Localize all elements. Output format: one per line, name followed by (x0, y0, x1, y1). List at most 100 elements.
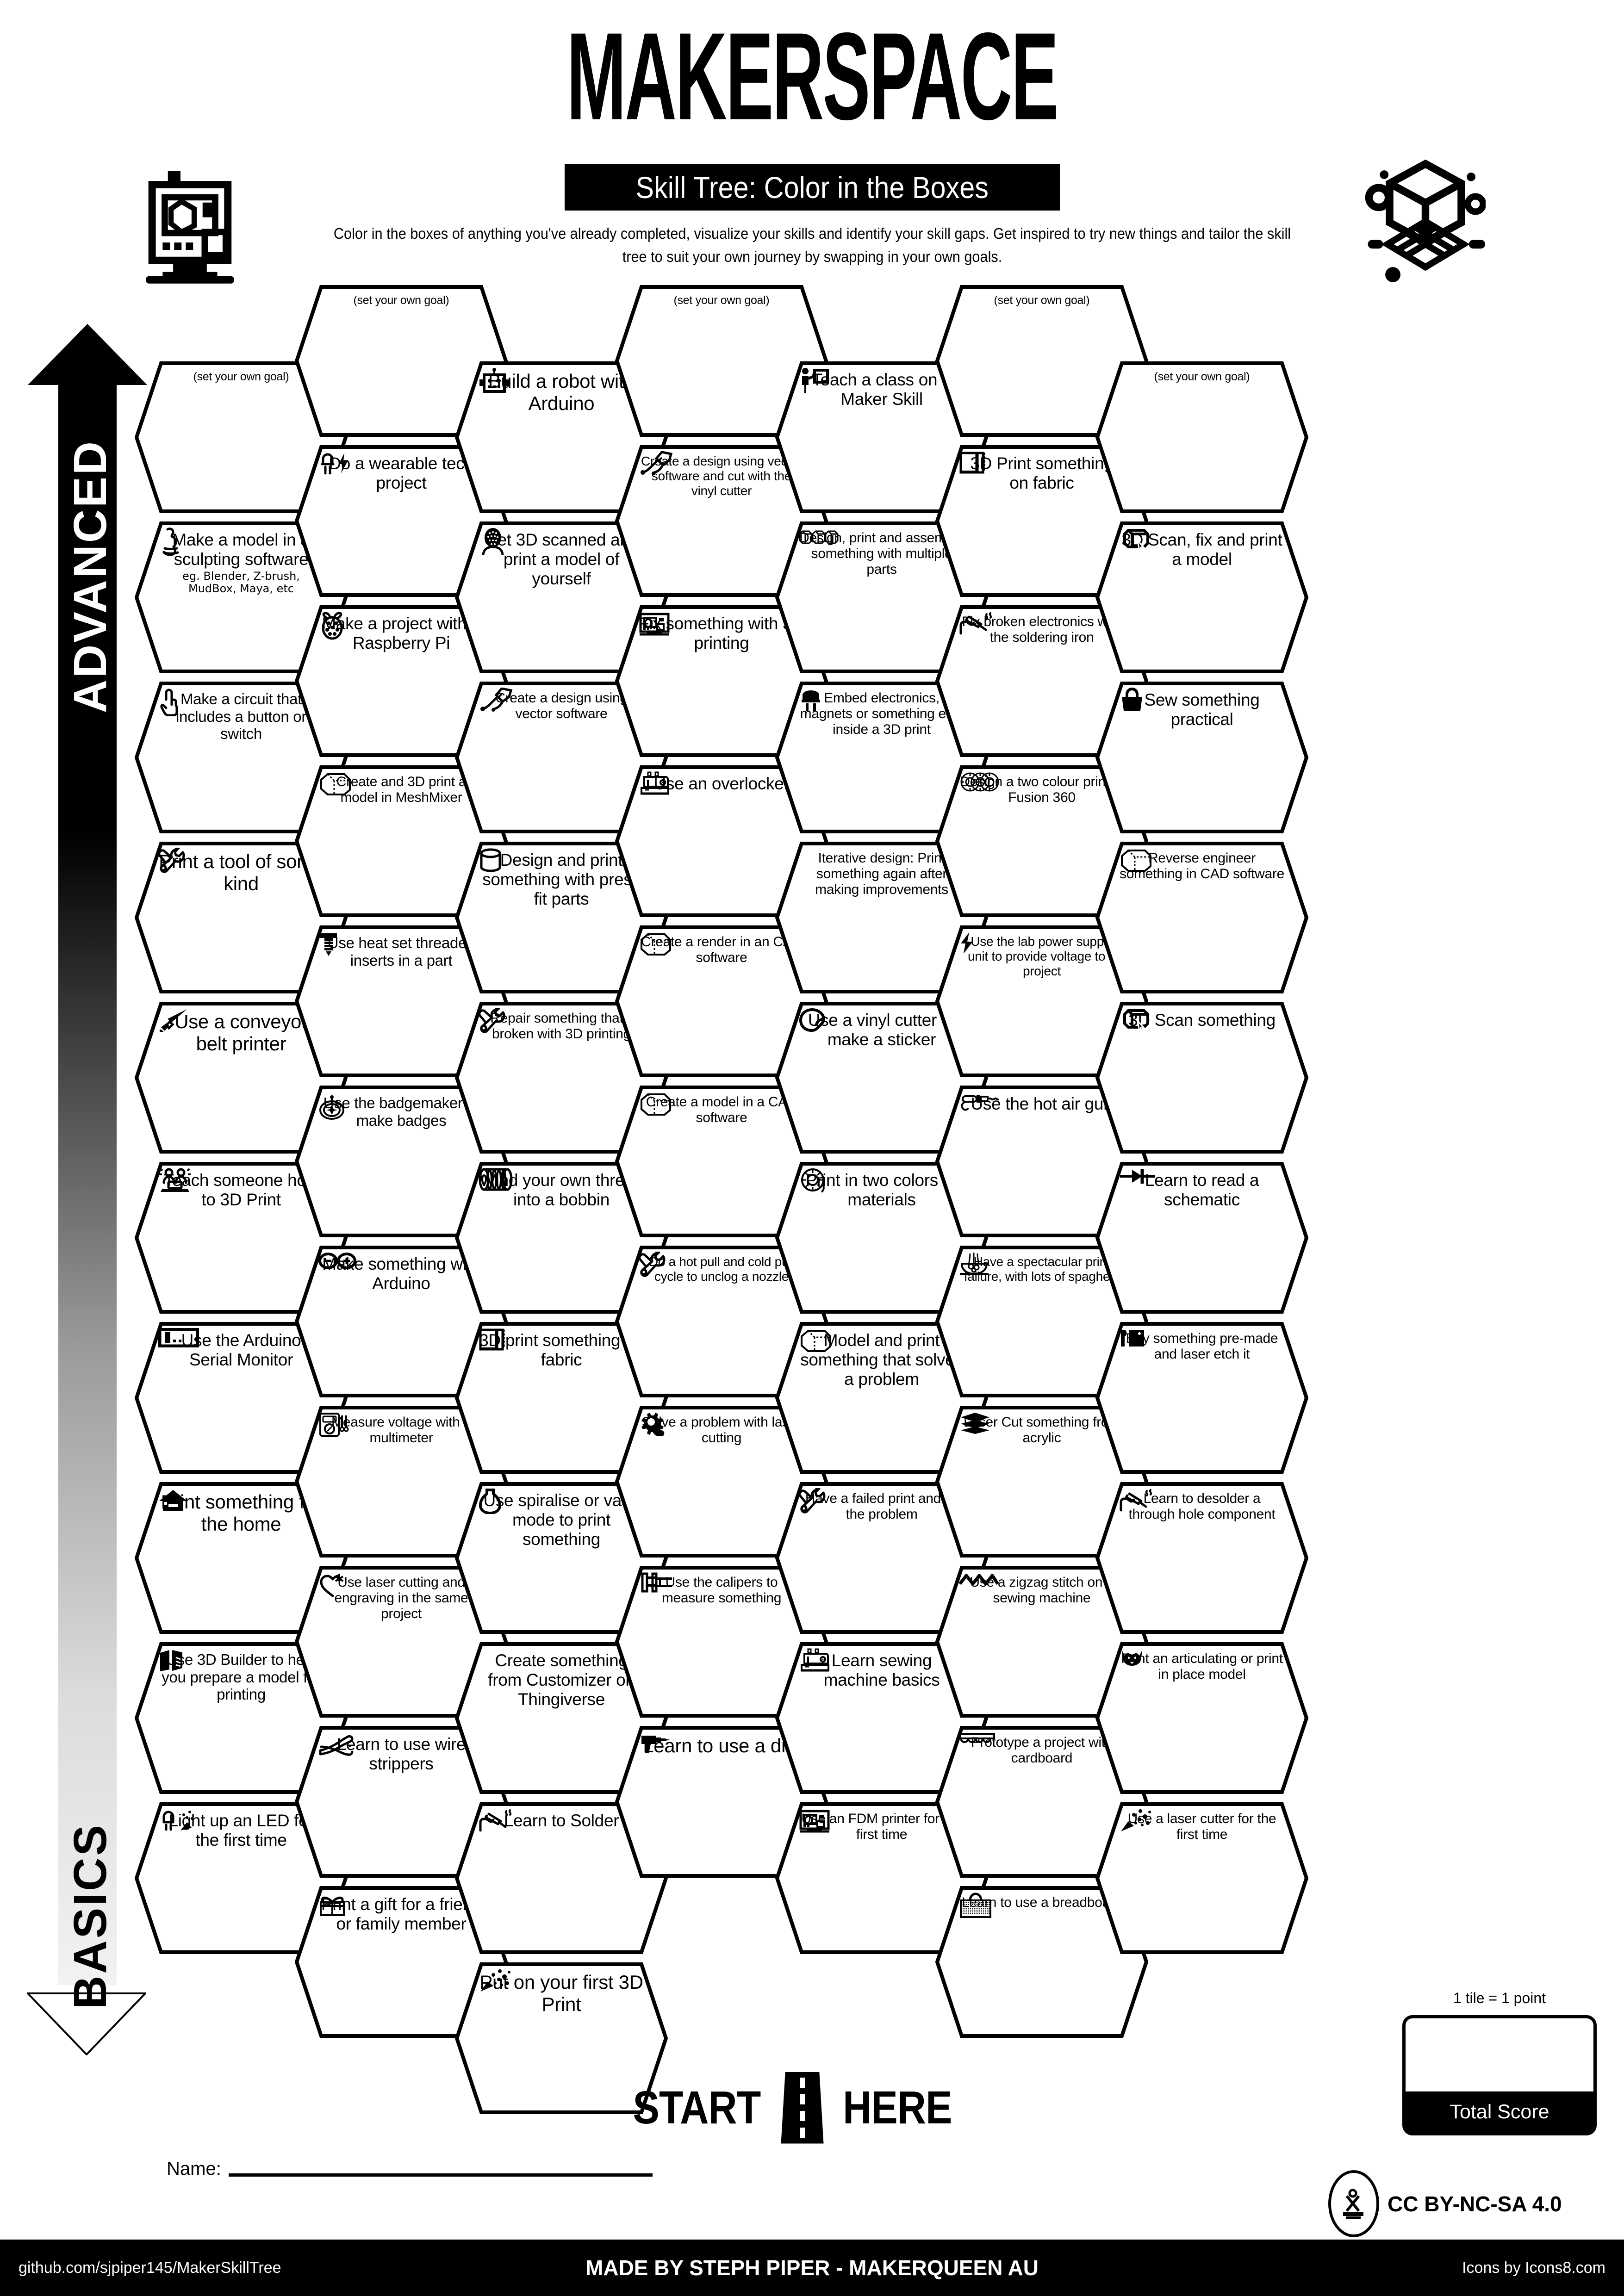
skill-tile-content: 3D print something on fabric (479, 1328, 644, 1468)
footer-repo-link[interactable]: github.com/sjpiper145/MakerSkillTree (19, 2259, 281, 2277)
skill-tile[interactable]: Print an articulating or print in place … (1095, 1642, 1309, 1794)
skill-tile-label: Measure voltage with a multimeter (331, 1415, 471, 1446)
skill-tile-content: Design and print something with press fi… (479, 848, 644, 987)
skill-tile-label: Have a failed print and fix the problem (805, 1491, 958, 1522)
skill-tile-content: Measure voltage with a multimeter (318, 1412, 484, 1551)
skill-tile[interactable]: Light up an LED for the first time (134, 1802, 348, 1955)
footer-icons-credit[interactable]: Icons by Icons8.com (1462, 2259, 1605, 2277)
skill-tile-content: Light up an LED for the first time (158, 1808, 324, 1948)
skill-tile[interactable]: Use laser cutting and engraving in the s… (294, 1565, 508, 1718)
skill-tile[interactable]: Laser Cut something from acrylic (935, 1405, 1149, 1558)
skill-tile-content: (set your own goal) (959, 291, 1125, 431)
skill-tile-label: Learn to desolder a through hole compone… (1128, 1491, 1276, 1522)
skill-tile-label: Have a spectacular print failure, with l… (964, 1254, 1120, 1284)
skill-tile[interactable]: (set your own goal) (1095, 361, 1309, 514)
skill-tile[interactable]: Iterative design: Print something again … (775, 841, 989, 994)
skill-tile-label: (set your own goal) (193, 370, 289, 383)
skill-tile[interactable]: Use heat set threaded inserts in a part (294, 925, 508, 1078)
skill-tile-label: Print something for the home (161, 1491, 322, 1535)
skill-tile[interactable]: Design and print something with press fi… (454, 841, 668, 994)
skill-tile-content: Do a hot pull and cold pull cycle to unc… (639, 1252, 804, 1391)
total-score-fill: Total Score (1406, 2091, 1593, 2132)
skill-tile[interactable]: (set your own goal) (134, 361, 348, 514)
skill-tile-content: Model and print something that solves a … (799, 1328, 964, 1468)
name-field[interactable]: Name: (167, 2147, 653, 2179)
skill-tile-content: Create a render in an CAD software (639, 931, 804, 1071)
skill-tile[interactable]: Design a two colour print in Fusion 360 (935, 765, 1149, 918)
skill-tile-label: Fix broken electronics with the solderin… (962, 614, 1122, 645)
skill-tile-label: Use heat set threaded inserts in a part (327, 934, 475, 969)
skill-tile[interactable]: Learn to read a schematic (1095, 1161, 1309, 1314)
skill-tile-label: Get 3D scanned and print a model of your… (484, 530, 639, 589)
arrow-down-icon (27, 1992, 146, 2055)
skill-tile[interactable]: Sew something practical (1095, 681, 1309, 834)
skill-tile[interactable]: Buy something pre-made and laser etch it (1095, 1322, 1309, 1474)
skill-tile[interactable]: Build a robot with Arduino (454, 361, 668, 514)
skill-tile-content: Embed electronics, magnets or something … (799, 688, 964, 827)
skill-tile[interactable]: Use a conveyor belt printer (134, 1001, 348, 1154)
skill-tile[interactable]: Fix broken electronics with the solderin… (935, 605, 1149, 757)
skill-tile[interactable]: Use an overlocker (615, 765, 828, 918)
skill-tile-content: Learn to use a breadboard (959, 1892, 1125, 2032)
skill-tile-content: Use a zigzag stitch on a sewing machine (959, 1572, 1125, 1712)
skill-tile-label: Use a vinyl cutter to make a sticker (808, 1011, 956, 1049)
skill-tile-label: Make a circuit that includes a button or… (175, 690, 307, 743)
skill-tile[interactable]: Teach a class on a Maker Skill (775, 361, 989, 514)
skill-tile-label: (set your own goal) (353, 294, 449, 307)
skill-tile-label: Make something with Arduino (322, 1254, 480, 1293)
skill-tile-label: Print an articulating or print in place … (1121, 1651, 1283, 1682)
skill-tile-content: Laser Cut something from acrylic (959, 1412, 1125, 1551)
skill-tile[interactable]: Print something for the home (134, 1482, 348, 1634)
name-label: Name: (167, 2159, 221, 2179)
skill-tile-content: Create and 3D print a model in MeshMixer (318, 771, 484, 911)
skill-tile-label: Sew something practical (1144, 690, 1260, 729)
skill-tile[interactable]: (set your own goal) (294, 285, 508, 437)
skill-tile-label: Design and print something with press fi… (482, 850, 641, 909)
skill-tile-label: Build a robot with Arduino (488, 370, 635, 414)
skill-tile[interactable]: 3D Scan something (1095, 1001, 1309, 1154)
total-score-box[interactable]: Total Score (1402, 2015, 1597, 2135)
skill-tile-content: Solve a problem with laser cutting (639, 1412, 804, 1551)
skill-tile[interactable]: Use the lab power supply unit to provide… (935, 925, 1149, 1078)
start-label: START (633, 2081, 761, 2134)
skill-tile-content: Have a failed print and fix the problem (799, 1488, 964, 1628)
skill-tile-label: Use a laser cutter for the first time (1127, 1811, 1276, 1843)
skill-tile[interactable]: Learn sewing machine basics (775, 1642, 989, 1794)
skill-tile-content: 3D Scan something (1119, 1008, 1285, 1148)
skill-tile-content: Sew something practical (1119, 688, 1285, 827)
skill-tile[interactable]: Make a circuit that includes a button or… (134, 681, 348, 834)
skill-tile-content: Teach someone how to 3D Print (158, 1168, 324, 1308)
skill-tile-content: Iterative design: Print something again … (799, 848, 964, 987)
skill-tile[interactable]: Make a project with a Raspberry Pi (294, 605, 508, 757)
3d-printer-icon (139, 169, 245, 286)
skill-tile[interactable]: Use the Arduino Serial Monitor (134, 1322, 348, 1474)
arrow-up-icon (28, 324, 147, 385)
skill-tile[interactable]: Do a wearable tech project (294, 445, 508, 597)
skill-tile[interactable]: Use an FDM printer for the first time (775, 1802, 989, 1955)
skill-tile[interactable]: Fix something with 3D printing (615, 605, 828, 757)
skill-tile[interactable]: Embed electronics, magnets or something … (775, 681, 989, 834)
skill-tile-content: Use the Arduino Serial Monitor (158, 1328, 324, 1468)
skill-tile[interactable]: Wind your own thread into a bobbin (454, 1161, 668, 1314)
skill-tile[interactable]: Learn to desolder a through hole compone… (1095, 1482, 1309, 1634)
skill-tile-content: Learn to Solder (479, 1808, 644, 1948)
skill-tile-content: Create something from Customizer on Thin… (479, 1648, 644, 1788)
skill-tile-content: Do a wearable tech project (318, 451, 484, 591)
skill-tile[interactable]: Reverse engineer something in CAD softwa… (1095, 841, 1309, 994)
skill-tile[interactable]: Put on your first 3D Print (454, 1962, 668, 2115)
skill-tile[interactable]: Learn to use a breadboard (935, 1886, 1149, 2038)
skill-tile-label: Learn to use wire strippers (336, 1735, 466, 1774)
skill-tile[interactable]: 3D Scan, fix and print a model (1095, 521, 1309, 674)
skill-tile-sublabel: eg. Blender, Z-brush, MudBox, Maya, etc (182, 570, 300, 596)
name-input-rule[interactable] (228, 2173, 653, 2177)
skill-tile[interactable]: Repair something that's broken with 3D p… (454, 1001, 668, 1154)
skill-tile[interactable]: Print a gift for a friend or family memb… (294, 1886, 508, 2038)
tile-point-note: 1 tile = 1 point (1453, 1990, 1546, 2006)
skill-tile[interactable]: Prototype a project with cardboard (935, 1725, 1149, 1878)
skill-tile-label: Use an overlocker (653, 774, 790, 793)
skill-tile-label: Create a design using vector software (495, 690, 628, 722)
skill-tile-content: 3D Print something on fabric (959, 451, 1125, 591)
skill-tile[interactable]: Use a laser cutter for the first time (1095, 1802, 1309, 1955)
skill-tile-label: 3D print something on fabric (479, 1331, 644, 1370)
skill-tile-label: Use a conveyor belt printer (174, 1011, 308, 1055)
